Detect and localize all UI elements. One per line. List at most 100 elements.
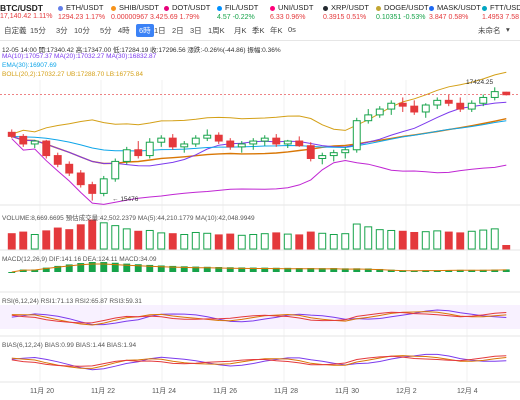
volume-bar (398, 230, 407, 250)
macd-bar (341, 268, 349, 272)
interval-4[interactable]: 5分 (100, 26, 112, 35)
interval-toolbar: 自定義 15分 3分 10分 5分 4時 6時 1日 2日 3日 1周K 月K 季K 年K 0s 未命名 ▾ (0, 22, 520, 41)
macd-bar (180, 266, 188, 272)
macd-bar (42, 267, 50, 272)
macd-bar (410, 270, 418, 272)
candle-body (456, 102, 465, 110)
volume-bar (7, 233, 16, 250)
interval-2[interactable]: 3分 (56, 26, 68, 35)
candle-body (295, 140, 304, 147)
macd-bar (272, 267, 280, 272)
candle-body (191, 137, 200, 145)
candle-body (30, 140, 39, 145)
coin-icon (217, 5, 222, 11)
candle-body (375, 108, 384, 116)
ticker-price: 4.57 -0.22% (217, 14, 255, 21)
volume-bar (433, 230, 442, 250)
boll-legend: BOLL(20,2):17032.27 UB:17288.70 LB:16775… (2, 71, 143, 78)
volume-bar (352, 223, 361, 250)
ticker-item[interactable]: MASK/USDT 3.847 0.58% (429, 3, 481, 21)
ma10-line (11, 101, 507, 167)
interval-10[interactable]: 1周K (208, 26, 225, 35)
interval-12[interactable]: 季K (252, 26, 265, 35)
ticker-item[interactable]: ETH/USDT 1294.23 1.17% (58, 3, 105, 21)
volume-bar (283, 233, 292, 250)
ticker-symbol: SHIB/USDT (111, 3, 164, 12)
ticker-item[interactable]: FIL/USDT 4.57 -0.22% (217, 3, 258, 21)
macd-bar (261, 267, 269, 272)
candle-body (352, 120, 361, 151)
macd-dif-line (11, 263, 507, 273)
macd-bar (433, 270, 441, 272)
macd-bar (307, 268, 315, 272)
x-axis-label: 11月 26 (213, 388, 237, 395)
chevron-down-icon[interactable]: ▾ (506, 25, 510, 34)
macd-bar (364, 268, 372, 272)
macd-bar (468, 269, 476, 272)
interval-8[interactable]: 2日 (172, 26, 184, 35)
coin-icon (376, 5, 381, 11)
high-price-label: 17424.25 (466, 79, 494, 86)
volume-bar (237, 234, 246, 250)
chart-name-selector[interactable]: 未命名 (478, 26, 501, 35)
candle-body (341, 149, 350, 154)
candle-body (214, 134, 223, 142)
ma-legend: MA(10):17057.37 MA(20):17032.27 MA(30):1… (2, 53, 157, 60)
ticker-symbol: DOT/USDT (164, 3, 210, 12)
interval-13[interactable]: 年K (270, 26, 283, 35)
volume-bar (122, 228, 131, 250)
ticker-item[interactable]: SHIB/USDT 0.00000967 3.42 (111, 3, 164, 21)
interval-0[interactable]: 自定義 (4, 26, 27, 35)
pair-symbol[interactable]: BTC/USDT (0, 3, 43, 13)
macd-legend: MACD(12,26,9) DIF:141.16 DEA:124.11 MACD… (2, 256, 157, 263)
ticker-item[interactable]: FTT/USDT 1.4953 7.58 (482, 3, 520, 21)
macd-bar (215, 267, 223, 272)
ticker-item[interactable]: DOGE/USDT 0.10351 -0.53% (376, 3, 429, 21)
ticker-price: 3.847 0.58% (429, 14, 469, 21)
volume-bar (341, 233, 350, 250)
volume-bar (364, 226, 373, 250)
volume-bar (88, 219, 97, 250)
volume-bar (191, 231, 200, 250)
volume-bar (214, 234, 223, 250)
candle-body (134, 149, 143, 157)
ticker-item[interactable]: DOT/USDT 5.69 1.79% (164, 3, 210, 21)
candle-body (421, 104, 430, 113)
interval-14[interactable]: 0s (288, 25, 296, 34)
candle-body (318, 155, 327, 159)
interval-7[interactable]: 1日 (154, 26, 166, 35)
macd-bar (111, 262, 119, 272)
interval-9[interactable]: 3日 (190, 26, 202, 35)
candle-body (329, 152, 338, 157)
candle-body (65, 163, 74, 174)
coin-icon (482, 5, 487, 11)
candle-body (433, 99, 442, 106)
candle-body (479, 96, 488, 104)
ticker-item[interactable]: XRP/USDT 0.3915 0.51% (323, 3, 369, 21)
rsi3-line (11, 311, 507, 324)
interval-5[interactable]: 4時 (118, 26, 130, 35)
ticker-symbol: ETH/USDT (58, 3, 105, 12)
candle-body (306, 145, 315, 159)
interval-11[interactable]: 月K (234, 26, 247, 35)
volume-bar (99, 222, 108, 250)
macd-bar (399, 270, 407, 272)
interval-3[interactable]: 10分 (74, 26, 90, 35)
interval-1[interactable]: 15分 (30, 26, 46, 35)
ticker-item[interactable]: UNI/USDT 6.33 0.96% (270, 3, 313, 21)
coin-icon (111, 5, 116, 11)
ticker-symbol: UNI/USDT (270, 3, 313, 12)
volume-bar (272, 232, 281, 250)
candle-body (42, 140, 51, 157)
ticker-price: 5.69 1.79% (164, 14, 200, 21)
candle-body (7, 131, 16, 137)
interval-6[interactable]: 6時 (136, 24, 154, 37)
bias3-line (11, 355, 507, 367)
volume-bar (318, 232, 327, 250)
candle-body (502, 91, 511, 96)
boll-upper-line (11, 71, 507, 135)
coin-icon (323, 5, 328, 11)
ema-legend: EMA(30):16907.69 (2, 62, 57, 69)
volume-bar (30, 234, 39, 250)
